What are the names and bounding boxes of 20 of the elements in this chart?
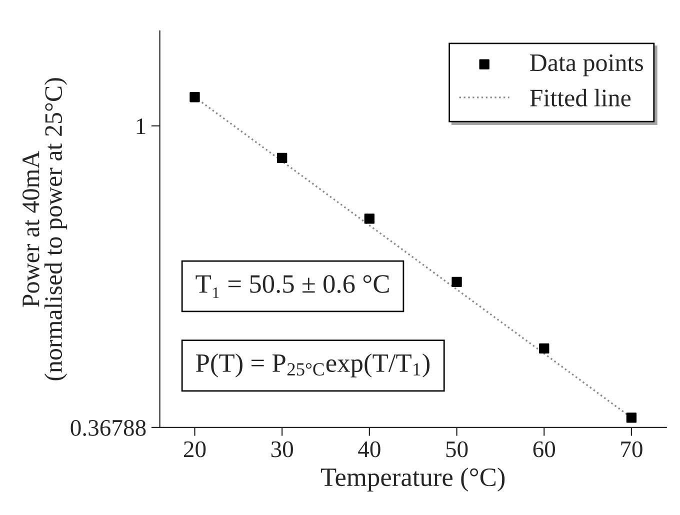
legend-label: Data points <box>530 54 643 76</box>
x-tick-label: 50 <box>446 441 468 458</box>
x-tick-label: 30 <box>271 441 293 458</box>
y-axis-title: Power at 40mA (normalised to power at 25°C) <box>22 78 68 380</box>
point <box>539 343 550 354</box>
point <box>364 214 375 224</box>
y-tick-label: 1 <box>136 118 146 134</box>
annotation: P(T) = P$_{25°C}$exp(T/T$_{1}$) <box>196 353 430 378</box>
y-tick-label: 0.36788 <box>70 420 146 436</box>
point <box>190 92 200 102</box>
point <box>626 412 637 423</box>
x-tick-label: 60 <box>533 441 556 458</box>
x-tick-label: 70 <box>621 441 642 458</box>
x-axis-title: Temperature (°C) <box>320 468 505 492</box>
annotation: T₁ = 50.5 ± 0.6 °C <box>196 275 389 298</box>
point <box>276 152 288 164</box>
legend-label: Fitted line <box>530 88 631 106</box>
x-tick-label: 20 <box>184 441 206 458</box>
x-tick-label: 40 <box>358 441 380 458</box>
point <box>452 276 462 288</box>
